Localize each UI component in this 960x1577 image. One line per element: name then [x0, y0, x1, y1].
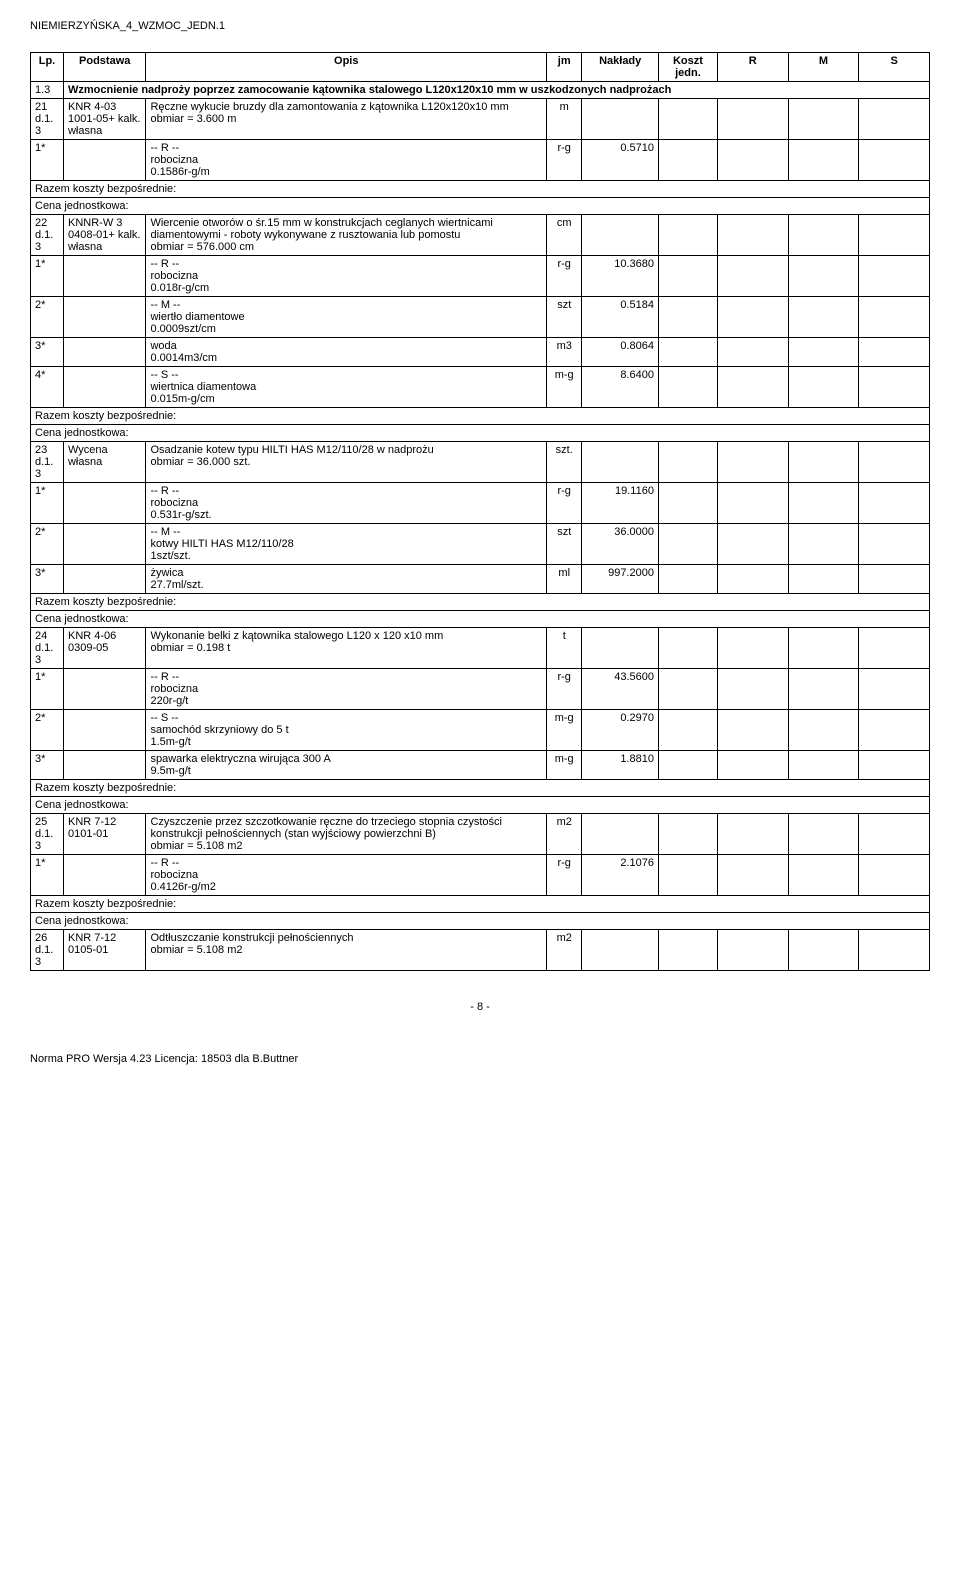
cena-row: Cena jednostkowa:: [31, 198, 930, 215]
page-number: - 8 -: [30, 1001, 930, 1013]
sub-row: 2*-- M -- kotwy HILTI HAS M12/110/28 1sz…: [31, 524, 930, 565]
item-row: 21 d.1.3KNR 4-03 1001-05+ kalk. własnaRę…: [31, 99, 930, 140]
sub-row: 1*-- R -- robocizna 0.1586r-g/mr-g0.5710: [31, 140, 930, 181]
sub-row: 4*-- S -- wiertnica diamentowa 0.015m-g/…: [31, 367, 930, 408]
item-row: 25 d.1.3KNR 7-12 0101-01Czyszczenie prze…: [31, 814, 930, 855]
table-header-row: Lp. Podstawa Opis jm Nakłady Koszt jedn.…: [31, 53, 930, 82]
cost-table: Lp. Podstawa Opis jm Nakłady Koszt jedn.…: [30, 52, 930, 971]
item-row: 23 d.1.3Wycena własnaOsadzanie kotew typ…: [31, 442, 930, 483]
item-row: 22 d.1.3KNNR-W 3 0408-01+ kalk. własnaWi…: [31, 215, 930, 256]
razem-row: Razem koszty bezpośrednie:: [31, 181, 930, 198]
col-lp: Lp.: [31, 53, 64, 82]
footer-text: Norma PRO Wersja 4.23 Licencja: 18503 dl…: [30, 1053, 930, 1065]
sub-row: 1*-- R -- robocizna 0.4126r-g/m2r-g2.107…: [31, 855, 930, 896]
col-s: S: [859, 53, 930, 82]
sub-row: 3*żywica 27.7ml/szt.ml997.2000: [31, 565, 930, 594]
razem-row: Razem koszty bezpośrednie:: [31, 594, 930, 611]
sub-row: 2*-- S -- samochód skrzyniowy do 5 t 1.5…: [31, 710, 930, 751]
col-m: M: [788, 53, 859, 82]
sub-row: 3*spawarka elektryczna wirująca 300 A 9.…: [31, 751, 930, 780]
sub-row: 1*-- R -- robocizna 0.018r-g/cmr-g10.368…: [31, 256, 930, 297]
razem-row: Razem koszty bezpośrednie:: [31, 408, 930, 425]
razem-row: Razem koszty bezpośrednie:: [31, 780, 930, 797]
cena-row: Cena jednostkowa:: [31, 425, 930, 442]
item-row: 26 d.1.3KNR 7-12 0105-01Odtłuszczanie ko…: [31, 930, 930, 971]
sub-row: 1*-- R -- robocizna 220r-g/tr-g43.5600: [31, 669, 930, 710]
item-row: 24 d.1.3KNR 4-06 0309-05Wykonanie belki …: [31, 628, 930, 669]
col-koszt: Koszt jedn.: [658, 53, 717, 82]
cena-row: Cena jednostkowa:: [31, 913, 930, 930]
sub-row: 3*woda 0.0014m3/cmm30.8064: [31, 338, 930, 367]
col-naklady: Nakłady: [582, 53, 659, 82]
cena-row: Cena jednostkowa:: [31, 611, 930, 628]
col-podstawa: Podstawa: [63, 53, 145, 82]
cena-row: Cena jednostkowa:: [31, 797, 930, 814]
col-r: R: [717, 53, 788, 82]
section-row: 1.3Wzmocnienie nadproży poprzez zamocowa…: [31, 82, 930, 99]
col-jm: jm: [547, 53, 582, 82]
sub-row: 1*-- R -- robocizna 0.531r-g/szt.r-g19.1…: [31, 483, 930, 524]
sub-row: 2*-- M -- wiertło diamentowe 0.0009szt/c…: [31, 297, 930, 338]
razem-row: Razem koszty bezpośrednie:: [31, 896, 930, 913]
col-opis: Opis: [146, 53, 547, 82]
page-title: NIEMIERZYŃSKA_4_WZMOC_JEDN.1: [30, 20, 930, 32]
